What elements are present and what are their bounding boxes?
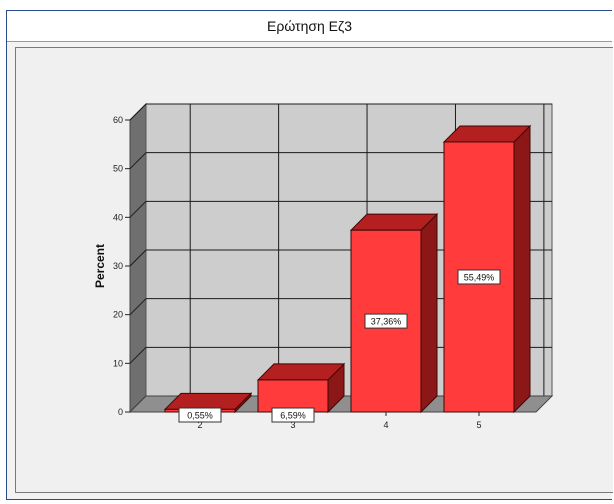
y-tick-label: 50: [113, 164, 123, 174]
bar-top: [442, 125, 532, 143]
y-tick-label: 30: [113, 261, 123, 271]
gridline-wall: [129, 298, 147, 316]
data-label: 6,59%: [280, 411, 306, 421]
data-label: 37,36%: [371, 317, 402, 327]
data-label-box: [364, 313, 408, 329]
bar-top: [349, 213, 439, 231]
chart-title: Ερώτηση Εζ3: [7, 11, 612, 42]
y-tick-label: 0: [118, 407, 123, 417]
bar-top: [256, 363, 346, 381]
y-tick-label: 40: [113, 212, 123, 222]
gridline-wall: [129, 103, 147, 121]
plot-frame: 0 10 20 30 40 50 60 Percent 2 0,55% 3 6,59% 4 37,36% 5…: [15, 47, 613, 493]
bar-side: [513, 124, 531, 414]
bar: [257, 379, 329, 413]
bar-side: [420, 212, 438, 414]
data-label-box: [271, 407, 315, 423]
y-tick-label: 60: [113, 115, 123, 125]
x-tick-label: 3: [290, 420, 295, 430]
gridline-wall: [129, 152, 147, 170]
x-tick-label: 5: [476, 420, 481, 430]
bar-top: [163, 392, 253, 410]
x-tick-label: 4: [383, 420, 388, 430]
data-label: 55,49%: [464, 272, 495, 282]
y-tick-label: 10: [113, 358, 123, 368]
data-label: 0,55%: [187, 411, 213, 421]
y-axis-label: Percent: [93, 244, 107, 288]
gridline-wall: [129, 346, 147, 364]
data-label-box: [457, 269, 501, 285]
y-tick-label: 20: [113, 310, 123, 320]
bar-chart: 0 10 20 30 40 50 60 Percent 20,55% 36,59% 4 37,36% 5…: [93, 102, 554, 430]
x-tick-label: 2: [197, 420, 202, 430]
chart-window: Ερώτηση Εζ3 0 10 20 30 40 50 60 Percent 2 0,55% 3 6…: [6, 10, 613, 500]
gridline-wall: [129, 249, 147, 267]
data-label-box: [178, 407, 222, 423]
gridline-wall: [129, 200, 147, 218]
